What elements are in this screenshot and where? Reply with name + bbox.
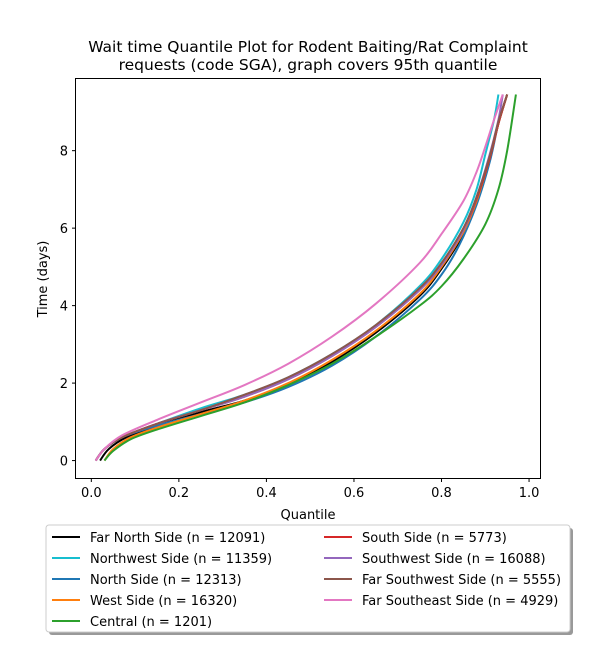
legend-label: Central (n = 1201) bbox=[90, 615, 212, 630]
legend-label: Far North Side (n = 12091) bbox=[90, 531, 265, 546]
y-tick-label: 6 bbox=[60, 222, 68, 237]
x-tick-label: 0.0 bbox=[81, 486, 102, 501]
series-line-8 bbox=[94, 94, 509, 462]
plot-frame bbox=[75, 78, 541, 479]
y-tick-label: 0 bbox=[60, 455, 68, 470]
series-line-5 bbox=[103, 94, 517, 462]
y-tick-label: 4 bbox=[60, 300, 68, 315]
legend-box bbox=[45, 524, 571, 633]
x-tick-label: 0.4 bbox=[256, 486, 277, 501]
legend-label: Northwest Side (n = 11359) bbox=[90, 552, 272, 567]
legend-label: Southwest Side (n = 16088) bbox=[362, 552, 546, 567]
x-tick-label: 0.2 bbox=[169, 486, 190, 501]
y-tick-label: 8 bbox=[60, 145, 68, 160]
chart-title-line-1: Wait time Quantile Plot for Rodent Baiti… bbox=[88, 38, 528, 56]
legend-label: Far Southwest Side (n = 5555) bbox=[362, 573, 561, 588]
legend-entries: Far North Side (n = 12091) Northwest Side… bbox=[52, 531, 561, 630]
x-tick-label: 1.0 bbox=[519, 486, 540, 501]
x-axis-ticks: 0.0 0.2 0.4 0.6 0.8 1.0 bbox=[81, 478, 539, 501]
y-axis-ticks: 0 2 4 6 8 bbox=[60, 145, 76, 470]
series-line-9 bbox=[94, 94, 504, 462]
plot-lines bbox=[94, 94, 517, 462]
series-line-3 bbox=[94, 94, 509, 462]
x-tick-label: 0.6 bbox=[344, 486, 365, 501]
legend: Far North Side (n = 12091) Northwest Side… bbox=[45, 524, 573, 635]
y-tick-label: 2 bbox=[60, 377, 68, 392]
series-line-7 bbox=[94, 94, 504, 462]
series-line-6 bbox=[94, 94, 509, 462]
y-axis-label: Time (days) bbox=[36, 241, 51, 319]
legend-label: West Side (n = 16320) bbox=[90, 594, 237, 609]
series-line-4 bbox=[103, 94, 509, 462]
legend-label: North Side (n = 12313) bbox=[90, 573, 242, 588]
legend-label: South Side (n = 5773) bbox=[362, 531, 507, 546]
chart-title-line-2: requests (code SGA), graph covers 95th q… bbox=[119, 56, 498, 74]
series-line-1 bbox=[99, 94, 509, 462]
x-axis-label: Quantile bbox=[281, 508, 336, 523]
series-line-2 bbox=[94, 94, 500, 462]
legend-label: Far Southeast Side (n = 4929) bbox=[362, 594, 558, 609]
x-tick-label: 0.8 bbox=[431, 486, 452, 501]
